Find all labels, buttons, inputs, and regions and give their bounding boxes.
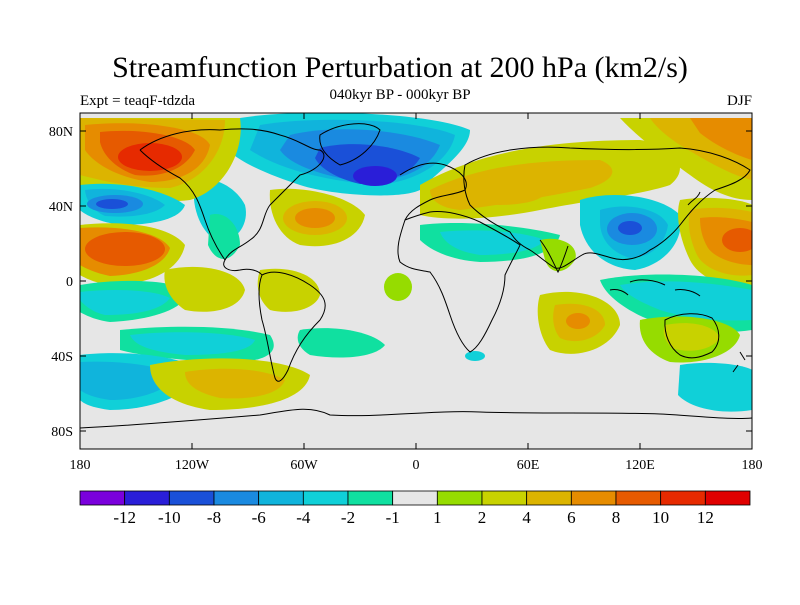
colorbar-swatch — [481, 490, 528, 506]
colorbar-label: 4 — [522, 508, 531, 527]
field-region — [130, 332, 255, 355]
x-tick-label: 180 — [742, 458, 763, 473]
colorbar-swatch — [660, 490, 706, 506]
coastlines — [80, 123, 752, 429]
colorbar-label: 1 — [433, 508, 442, 527]
colorbar-label: 10 — [652, 508, 669, 527]
x-tick-label: 180 — [70, 458, 91, 473]
field-region — [208, 214, 240, 259]
field-region — [118, 143, 182, 171]
field-region — [185, 368, 285, 399]
colorbar-label: -2 — [341, 508, 355, 527]
colorbar-label: 6 — [567, 508, 576, 527]
colorbar-label: -12 — [113, 508, 136, 527]
colorbar-swatch — [302, 490, 349, 506]
y-tick-label: 80S — [51, 425, 73, 440]
y-tick-label: 0 — [66, 275, 73, 290]
field-region — [80, 290, 170, 315]
colorbar-swatch — [213, 490, 260, 506]
colorbar-swatch — [79, 490, 126, 506]
field-region — [85, 232, 165, 266]
field-region — [257, 268, 320, 312]
field-region — [295, 208, 335, 228]
field-region — [690, 118, 752, 160]
field-region — [540, 238, 576, 272]
colorbar-label: 8 — [612, 508, 621, 527]
field-region — [678, 362, 752, 412]
field-region — [96, 199, 128, 209]
y-tick-label: 40N — [49, 200, 73, 215]
coast-new-zealand — [732, 351, 746, 373]
x-tick-labels: 180 120W 60W 0 60E 120E 180 — [70, 458, 763, 473]
x-tick-label: 120E — [625, 458, 655, 473]
colorbar-label: 12 — [697, 508, 714, 527]
colorbar-swatch — [526, 490, 572, 506]
experiment-label: Expt = teaqF-tdzda — [80, 93, 196, 109]
colorbar-swatch — [436, 490, 483, 506]
coast-africa — [397, 211, 521, 353]
field-region — [620, 281, 752, 321]
streamfunction-field — [80, 113, 752, 449]
field-region — [722, 228, 752, 252]
chart-subtitle: 040kyr BP - 000kyr BP — [329, 87, 471, 103]
colorbar: -12 -10 -8 -6 -4 -2 -1 1 2 4 6 8 10 12 — [79, 490, 751, 527]
colorbar-swatch — [258, 490, 304, 506]
x-tick-label: 0 — [413, 458, 420, 473]
coast-india — [539, 239, 569, 274]
field-region — [455, 179, 545, 205]
colorbar-label: -1 — [386, 508, 400, 527]
colorbar-label: -4 — [296, 508, 311, 527]
colorbar-label: -6 — [252, 508, 266, 527]
colorbar-swatch — [124, 490, 170, 506]
colorbar-swatch — [615, 490, 662, 506]
map-plot-area — [80, 113, 752, 449]
colorbar-swatch — [168, 490, 215, 506]
field-region — [470, 118, 600, 145]
colorbar-label: 2 — [478, 508, 487, 527]
field-region — [384, 273, 412, 301]
colorbar-swatch — [704, 490, 751, 506]
chart-title: Streamfunction Perturbation at 200 hPa (… — [112, 51, 688, 84]
tick-marks — [79, 113, 753, 449]
x-tick-label: 120W — [175, 458, 210, 473]
y-tick-label: 40S — [51, 350, 73, 365]
field-region — [353, 166, 397, 186]
coast-greenland — [319, 123, 381, 166]
colorbar-swatch — [392, 490, 438, 506]
field-region — [566, 313, 590, 329]
coast-north-america-west — [139, 149, 226, 261]
y-tick-labels: 80N 40N 0 40S 80S — [49, 125, 73, 440]
colorbar-label: -8 — [207, 508, 221, 527]
season-label: DJF — [726, 93, 752, 109]
field-region — [465, 351, 485, 361]
x-tick-label: 60W — [290, 458, 318, 473]
field-region — [663, 323, 720, 351]
y-tick-label: 80N — [49, 125, 73, 140]
colorbar-swatch — [570, 490, 617, 506]
coast-south-america — [258, 271, 326, 382]
coast-indonesia — [609, 279, 701, 297]
coast-japan — [687, 191, 701, 206]
coast-asia — [463, 146, 751, 269]
field-region — [164, 266, 245, 312]
x-tick-label: 60E — [517, 458, 540, 473]
coast-australia — [664, 313, 720, 359]
coast-antarctica — [80, 408, 752, 429]
field-region — [618, 221, 642, 235]
colorbar-swatch — [347, 490, 394, 506]
coast-north-america — [139, 128, 325, 276]
colorbar-label: -10 — [158, 508, 181, 527]
field-region — [297, 328, 385, 358]
